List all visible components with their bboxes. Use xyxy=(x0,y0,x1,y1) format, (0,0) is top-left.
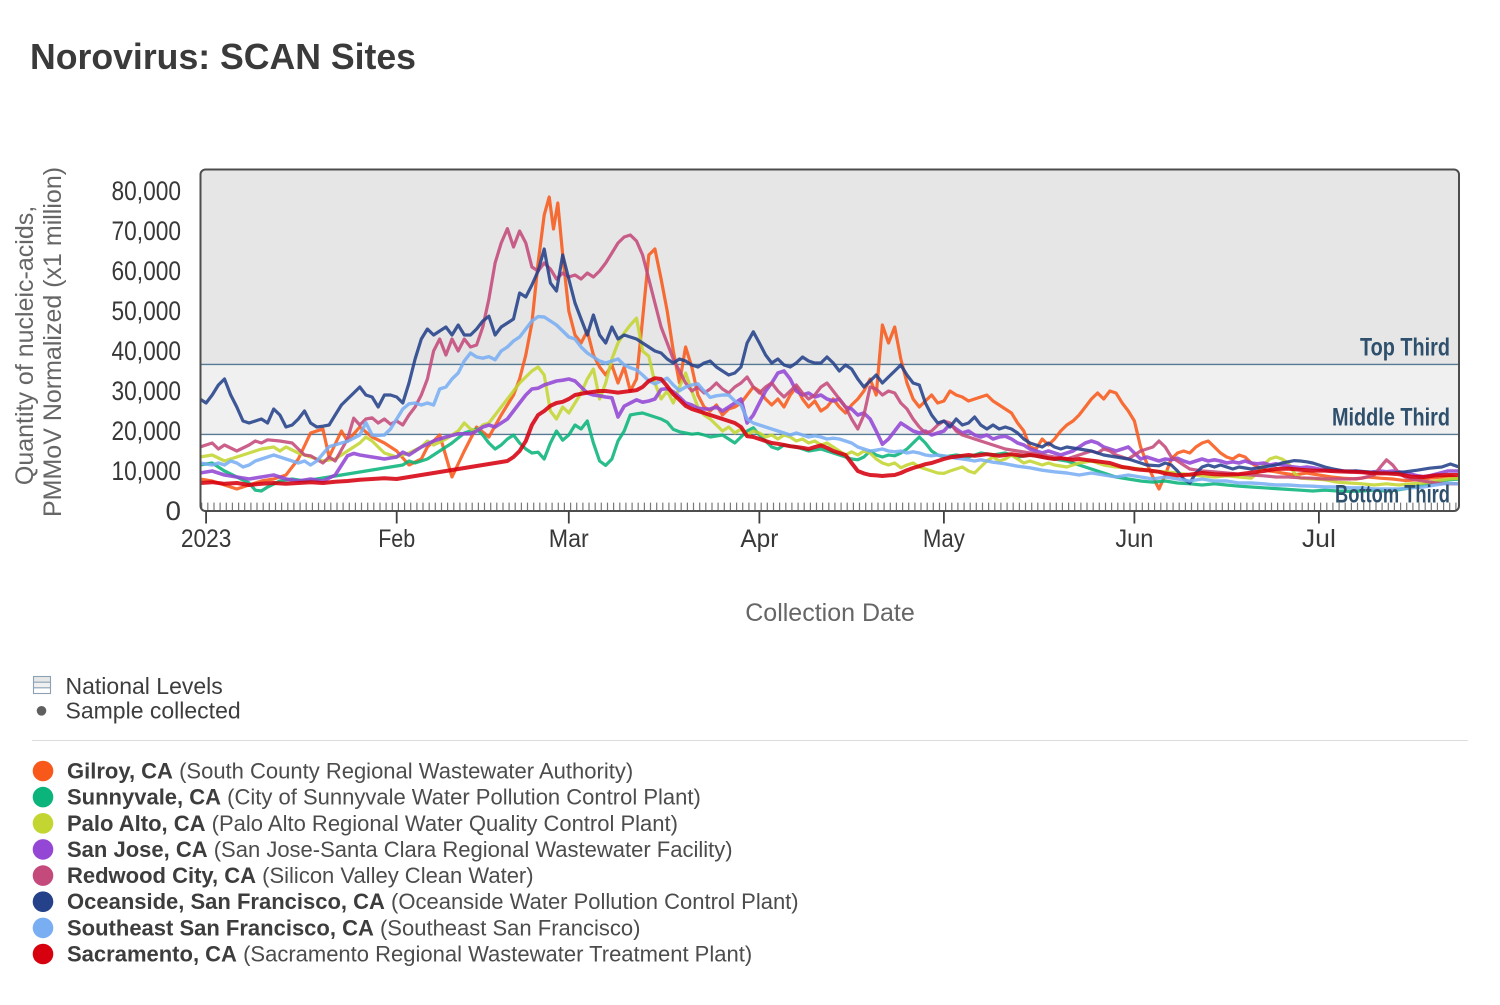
svg-text:May: May xyxy=(923,525,965,553)
svg-text:Middle Third: Middle Third xyxy=(1332,403,1450,431)
svg-text:20,000: 20,000 xyxy=(112,416,182,446)
svg-text:Southeast San Francisco, CA (S: Southeast San Francisco, CA (Southeast S… xyxy=(67,915,640,940)
svg-text:Top Third: Top Third xyxy=(1360,333,1450,361)
svg-text:50,000: 50,000 xyxy=(112,296,182,326)
svg-text:National Levels: National Levels xyxy=(66,673,223,699)
svg-text:Feb: Feb xyxy=(378,525,415,553)
svg-text:0: 0 xyxy=(166,496,182,526)
svg-text:Sunnyvale, CA (City of Sunnyva: Sunnyvale, CA (City of Sunnyvale Water P… xyxy=(67,785,701,810)
svg-text:60,000: 60,000 xyxy=(112,256,182,286)
svg-text:Collection Date: Collection Date xyxy=(745,599,915,627)
svg-text:Jun: Jun xyxy=(1115,525,1153,553)
svg-text:San Jose, CA (San Jose-Santa C: San Jose, CA (San Jose-Santa Clara Regio… xyxy=(67,837,733,862)
svg-text:10,000: 10,000 xyxy=(112,456,182,486)
svg-text:Mar: Mar xyxy=(549,525,589,553)
svg-text:Sacramento, CA (Sacramento Reg: Sacramento, CA (Sacramento Regional Wast… xyxy=(67,942,752,967)
svg-text:Palo Alto, CA (Palo Alto Regio: Palo Alto, CA (Palo Alto Regional Water … xyxy=(67,811,678,836)
svg-text:Gilroy, CA (South County Regio: Gilroy, CA (South County Regional Wastew… xyxy=(67,759,633,784)
svg-text:Norovirus: SCAN Sites: Norovirus: SCAN Sites xyxy=(30,36,416,77)
svg-text:2023: 2023 xyxy=(181,525,232,553)
svg-text:Oceanside, San Francisco, CA (: Oceanside, San Francisco, CA (Oceanside … xyxy=(67,889,799,914)
svg-text:80,000: 80,000 xyxy=(112,176,182,206)
svg-text:Bottom Third: Bottom Third xyxy=(1335,481,1450,509)
svg-text:Apr: Apr xyxy=(740,525,778,553)
svg-text:Redwood City, CA (Silicon Vall: Redwood City, CA (Silicon Valley Clean W… xyxy=(67,863,534,888)
svg-text:30,000: 30,000 xyxy=(112,376,182,406)
svg-text:Quantity of nucleic-acids,: Quantity of nucleic-acids, PMMoV Normali… xyxy=(11,167,67,517)
svg-text:Sample collected: Sample collected xyxy=(66,698,241,724)
svg-text:Jul: Jul xyxy=(1302,525,1336,553)
svg-text:70,000: 70,000 xyxy=(112,216,182,246)
svg-text:40,000: 40,000 xyxy=(112,336,182,366)
